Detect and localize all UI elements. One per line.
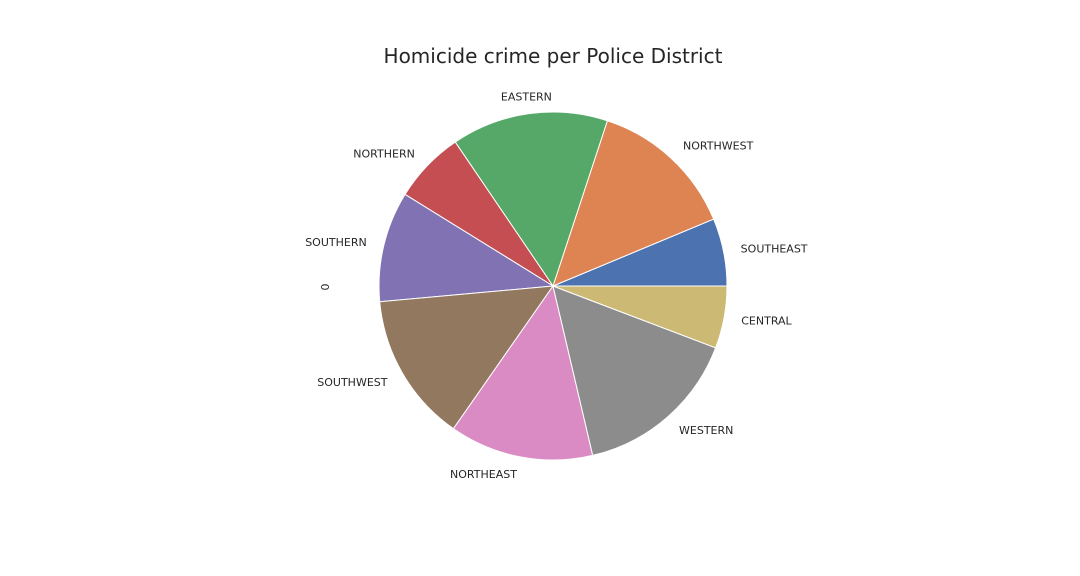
pie-slice-western [552,285,717,457]
pie-label-northwest: NORTHWEST [683,140,754,153]
y-axis-label: 0 [319,284,332,291]
pie-slice-northeast [452,284,594,461]
pie-label-western: WESTERN [679,424,733,437]
pie-label-northeast: NORTHEAST [450,468,517,481]
chart-title: Homicide crime per Police District [384,44,723,68]
pie-labels: SOUTHEAST NORTHWEST EASTERN NORTHERN SOUTHER… [305,90,808,481]
pie-label-southwest: SOUTHWEST [317,376,387,389]
pie-label-eastern: EASTERN [501,90,552,103]
pie-slice-northwest [552,120,715,287]
pie-slice-southwest [379,285,555,430]
pie-slice-central [552,285,728,349]
pie-slice-southern [378,193,555,303]
pie-slice-eastern [454,111,609,288]
pie-label-southern: SOUTHERN [305,236,367,249]
pie-slices [378,111,728,461]
pie-label-central: CENTRAL [741,315,792,328]
pie-label-southeast: SOUTHEAST [741,242,808,255]
pie-label-northern: NORTHERN [353,148,415,161]
